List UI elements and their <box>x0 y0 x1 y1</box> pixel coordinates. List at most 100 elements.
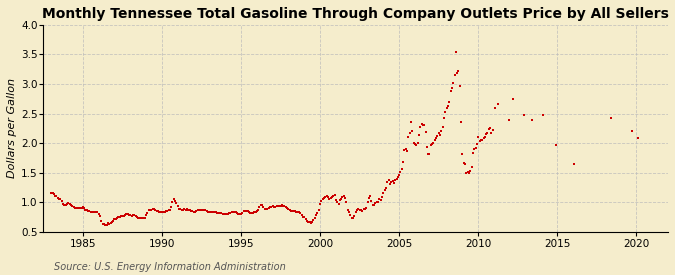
Point <box>462 170 473 174</box>
Point <box>195 207 206 212</box>
Point <box>453 69 464 73</box>
Point <box>341 199 352 204</box>
Point <box>277 203 288 207</box>
Point <box>215 211 225 216</box>
Point <box>292 210 303 214</box>
Point <box>129 213 140 217</box>
Point <box>169 199 180 204</box>
Point <box>273 204 284 208</box>
Point <box>263 206 274 210</box>
Point <box>75 206 86 210</box>
Point <box>327 195 338 199</box>
Point <box>406 120 416 125</box>
Point <box>332 200 343 205</box>
Point <box>437 125 448 130</box>
Point <box>335 197 346 202</box>
Point <box>232 210 242 215</box>
Point <box>428 141 439 145</box>
Point <box>479 135 490 139</box>
Point <box>446 89 456 93</box>
Point <box>187 209 198 213</box>
Point <box>632 136 643 141</box>
Point <box>416 122 427 126</box>
Point <box>389 181 400 186</box>
Point <box>147 207 158 211</box>
Point <box>366 199 377 203</box>
Point <box>242 209 253 214</box>
Point <box>76 205 87 210</box>
Point <box>425 143 436 147</box>
Point <box>51 194 62 199</box>
Point <box>63 201 74 205</box>
Point <box>95 214 105 218</box>
Point <box>450 50 461 54</box>
Point <box>420 130 431 134</box>
Point <box>245 210 256 215</box>
Point <box>241 209 252 213</box>
Point <box>454 84 465 89</box>
Point <box>50 194 61 198</box>
Point <box>278 204 289 208</box>
Point <box>78 205 88 210</box>
Point <box>88 210 99 214</box>
Point <box>345 213 356 218</box>
Point <box>281 206 292 210</box>
Point <box>364 194 375 198</box>
Point <box>325 196 336 200</box>
Point <box>381 185 392 190</box>
Point <box>280 204 291 209</box>
Point <box>310 213 321 218</box>
Point <box>140 213 151 217</box>
Point <box>233 211 244 216</box>
Point <box>157 210 167 214</box>
Point <box>198 208 209 212</box>
Point <box>396 166 407 171</box>
Point <box>192 208 203 213</box>
Point <box>167 200 178 204</box>
Point <box>234 212 245 216</box>
Point <box>225 211 236 215</box>
Point <box>436 129 447 134</box>
Point <box>279 204 290 208</box>
Point <box>294 210 304 214</box>
Point <box>439 116 450 120</box>
Point <box>89 210 100 214</box>
Point <box>122 212 133 216</box>
Point <box>153 209 163 214</box>
Point <box>204 210 215 214</box>
Point <box>390 178 401 182</box>
Point <box>315 202 325 206</box>
Point <box>329 193 340 197</box>
Point <box>358 207 369 211</box>
Point <box>159 210 170 214</box>
Point <box>138 216 149 220</box>
Point <box>551 143 562 147</box>
Point <box>132 214 142 219</box>
Point <box>469 147 480 151</box>
Point <box>142 211 153 215</box>
Point <box>223 211 234 215</box>
Point <box>475 138 486 142</box>
Title: Monthly Tennessee Total Gasoline Through Company Outlets Price by All Sellers: Monthly Tennessee Total Gasoline Through… <box>43 7 669 21</box>
Point <box>452 71 462 76</box>
Point <box>360 207 371 211</box>
Point <box>441 106 452 111</box>
Point <box>61 202 72 206</box>
Point <box>83 208 94 213</box>
Point <box>80 207 91 212</box>
Point <box>173 207 184 211</box>
Point <box>113 215 124 219</box>
Point <box>296 212 307 217</box>
Point <box>418 123 429 127</box>
Point <box>353 207 364 211</box>
Point <box>361 206 372 210</box>
Point <box>461 170 472 175</box>
Point <box>356 208 367 212</box>
Point <box>209 210 220 214</box>
Point <box>267 204 278 209</box>
Point <box>440 110 451 115</box>
Point <box>357 208 368 213</box>
Point <box>182 207 192 211</box>
Point <box>312 210 323 215</box>
Point <box>487 127 498 132</box>
